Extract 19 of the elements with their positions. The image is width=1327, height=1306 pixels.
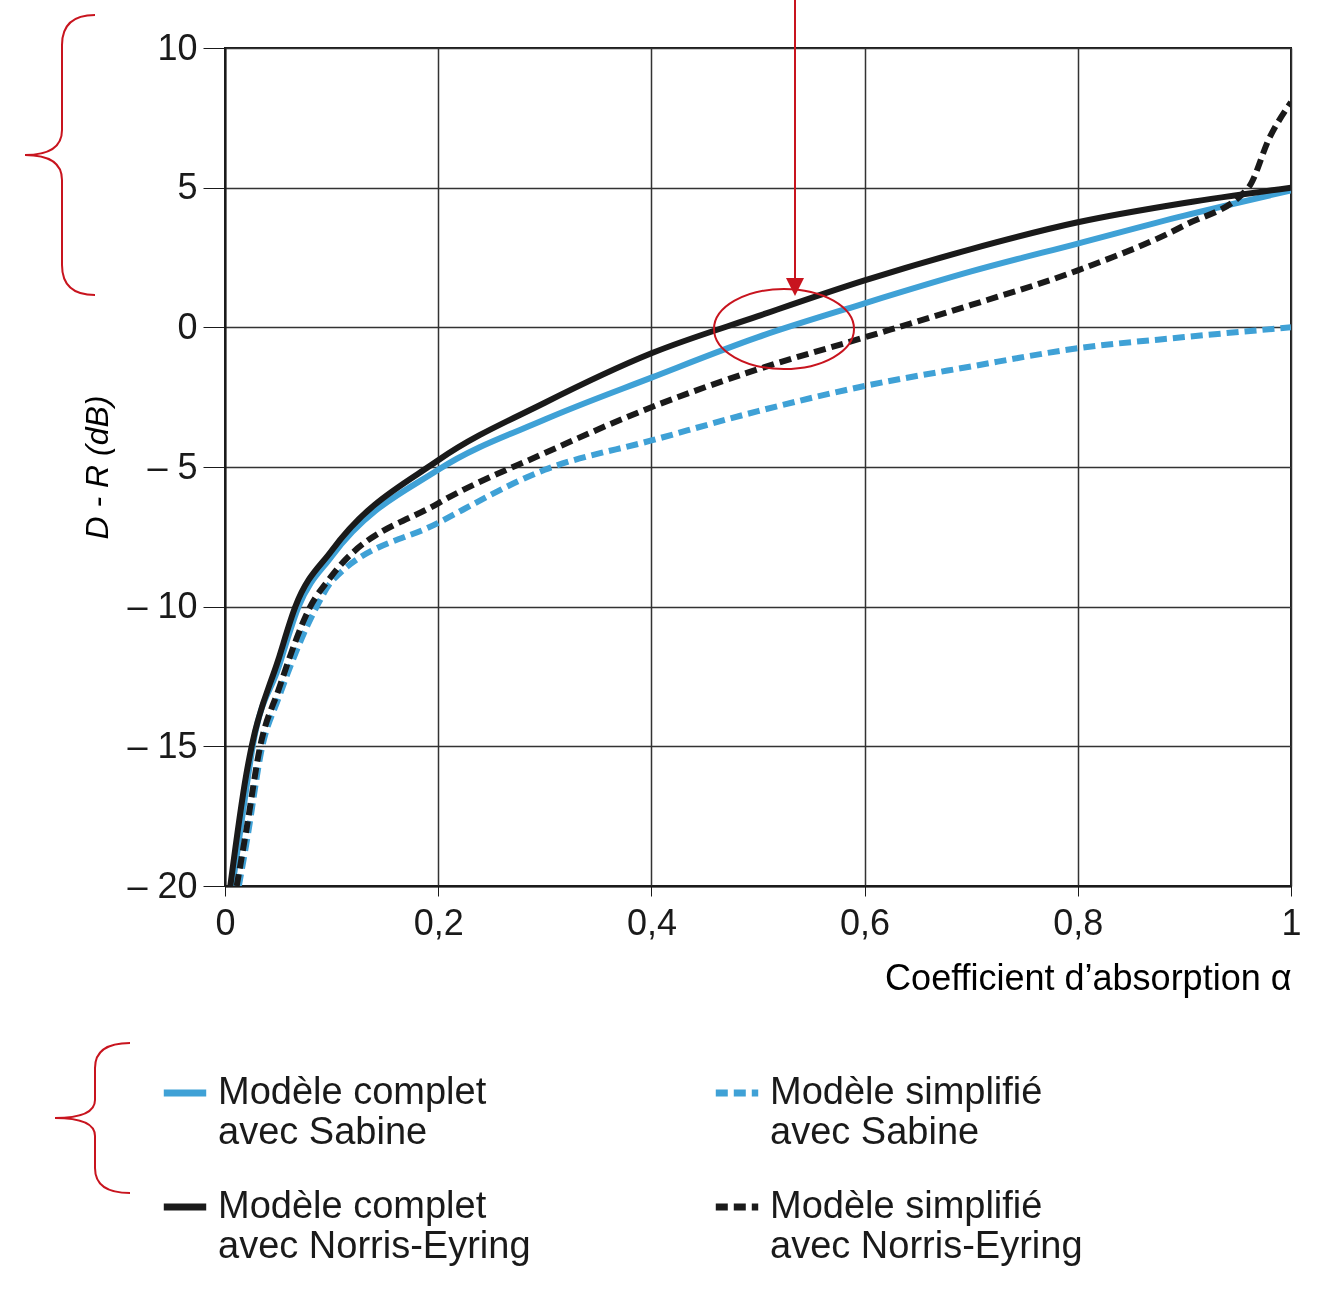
x-tick-label: 0,8 <box>1053 901 1104 943</box>
legend-label: Modèle complet avec Norris-Eyring <box>218 1184 531 1266</box>
legend-label: Modèle simplifié avec Sabine <box>770 1070 1043 1152</box>
x-tick-label: 1 <box>1281 901 1302 943</box>
y-tick-label: 5 <box>177 166 198 208</box>
legend-label: Modèle complet avec Sabine <box>218 1070 487 1152</box>
y-tick-label: – 10 <box>127 585 198 627</box>
y-tick-label: – 5 <box>147 445 198 487</box>
x-tick-label: 0,2 <box>413 901 464 943</box>
y-axis-title: D - R (dB) <box>79 395 116 540</box>
legend-label: Modèle simplifié avec Norris-Eyring <box>770 1184 1083 1266</box>
x-tick-label: 0 <box>215 901 236 943</box>
x-axis-title: Coefficient d’absorption α <box>885 956 1292 998</box>
x-tick-label: 0,6 <box>840 901 891 943</box>
x-tick-label: 0,4 <box>626 901 677 943</box>
y-tick-label: – 20 <box>127 864 198 906</box>
y-tick-label: – 15 <box>127 724 198 766</box>
y-tick-label: 10 <box>157 26 198 68</box>
y-tick-label: 0 <box>177 305 198 347</box>
